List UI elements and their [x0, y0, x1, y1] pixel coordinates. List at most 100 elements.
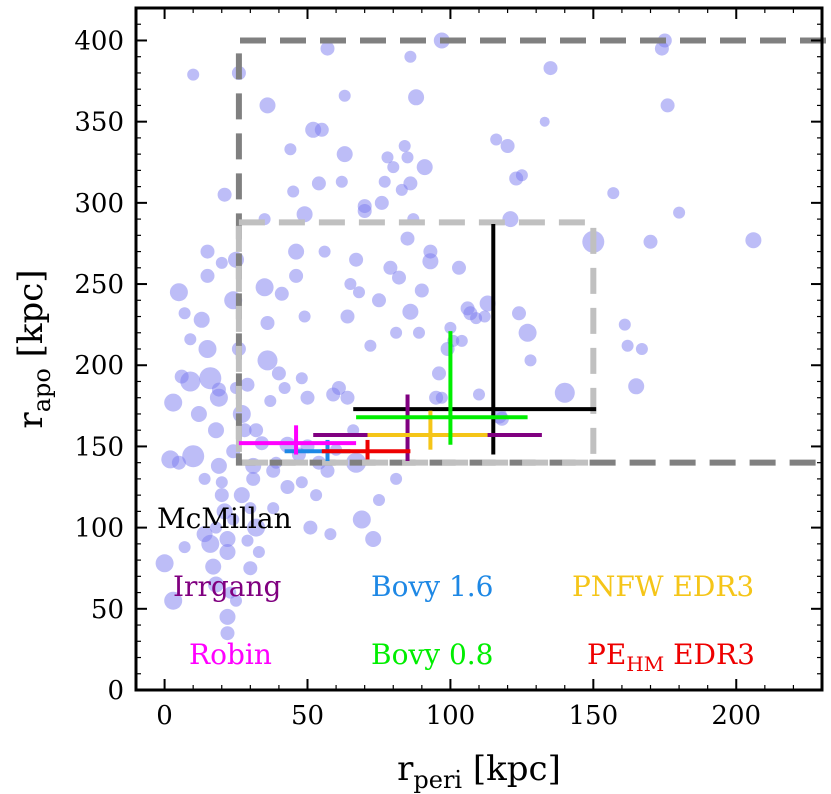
scatter-point-108 — [357, 204, 372, 218]
dashed-regions — [235, 37, 826, 466]
scatter-point-77 — [288, 243, 305, 260]
scatter-point-141 — [455, 334, 468, 347]
y-tick-label: 200 — [74, 351, 124, 381]
scatter-point-37 — [220, 626, 235, 641]
scatter-point-111 — [373, 494, 385, 506]
scatter-point-22 — [205, 558, 222, 575]
scatter-point-51 — [240, 377, 255, 392]
scatter-point-64 — [259, 97, 276, 114]
scatter-point-96 — [331, 381, 346, 395]
scatter-point-112 — [372, 293, 386, 308]
scatter-point-60 — [255, 278, 274, 297]
scatter-point-92 — [320, 463, 335, 478]
scatter-point-1 — [164, 591, 183, 610]
scatter-point-41 — [227, 513, 240, 526]
scatter-point-28 — [211, 382, 226, 397]
scatter-point-9 — [180, 371, 201, 392]
x-tick-label: 100 — [426, 701, 476, 731]
legend-label-mcmillan: McMillan — [157, 502, 292, 535]
error-bars — [238, 223, 597, 462]
scatter-point-84 — [300, 390, 315, 405]
scatter-point-157 — [524, 354, 537, 367]
scatter-point-16 — [198, 472, 211, 485]
scatter-point-151 — [500, 139, 515, 153]
scatter-point-160 — [554, 382, 575, 403]
scatter-point-32 — [216, 503, 233, 520]
scatter-point-65 — [264, 395, 277, 407]
scatter-point-10 — [184, 333, 197, 346]
scatter-point-31 — [215, 256, 228, 269]
scatter-point-75 — [287, 185, 300, 198]
scatter-point-128 — [408, 89, 425, 106]
scatter-point-106 — [352, 510, 371, 529]
scatter-point-57 — [249, 423, 264, 438]
scatter-point-170 — [745, 232, 762, 249]
scatter-point-154 — [512, 306, 526, 321]
scatter-point-164 — [621, 339, 634, 352]
scatter-point-35 — [219, 531, 236, 547]
tick-labels: 0 50 100 150 200 0 50 100 150 200 250 300 350 400 — [74, 26, 761, 731]
scatter-point-118 — [390, 472, 403, 485]
scatter-point-165 — [628, 378, 645, 395]
scatter-point-100 — [340, 390, 355, 405]
scatter-point-172 — [654, 41, 669, 56]
scatter-point-19 — [200, 244, 215, 259]
scatter-point-119 — [390, 326, 403, 339]
scatter-point-90 — [314, 122, 329, 137]
scatter-point-29 — [214, 488, 229, 503]
axis-ticks — [135, 8, 823, 691]
scatter-point-6 — [169, 283, 188, 302]
legend-label-pe-hm-edr3: PEHM EDR3 — [587, 638, 755, 676]
scatter-point-129 — [413, 326, 425, 339]
y-tick-label: 300 — [74, 189, 124, 219]
scatter-point-26 — [210, 457, 227, 474]
legend-label-pnfw-edr3: PNFW EDR3 — [572, 570, 754, 603]
x-axis-title: rperi [kpc] — [397, 749, 561, 794]
legend-label-bovy-1-6: Bovy 1.6 — [371, 570, 494, 603]
scatter-point-13 — [190, 406, 207, 422]
scatter-point-122 — [398, 140, 411, 152]
scatter-point-80 — [295, 476, 308, 489]
scatter-point-11 — [182, 445, 205, 468]
y-axis-title: rapo [kpc] — [11, 269, 56, 428]
scatter-point-24 — [210, 521, 222, 534]
scatter-point-125 — [402, 303, 419, 320]
scatter-point-169 — [673, 206, 686, 219]
scatter-point-152 — [502, 211, 519, 228]
y-tick-label: 400 — [74, 26, 124, 56]
scatter-point-81 — [298, 310, 311, 323]
scatter-point-50 — [241, 534, 254, 547]
scatter-point-131 — [416, 159, 433, 176]
scatter-point-8 — [178, 307, 191, 320]
scatter-point-99 — [340, 309, 355, 324]
scatter-point-82 — [296, 206, 313, 223]
plot-background — [136, 8, 822, 690]
scatter-point-158 — [539, 116, 550, 127]
scatter-point-120 — [392, 270, 406, 285]
scatter-point-98 — [336, 146, 353, 163]
scatter-point-30 — [215, 476, 228, 489]
scatter-point-91 — [318, 245, 331, 258]
scatter-point-79 — [295, 372, 308, 385]
scatter-point-62 — [257, 350, 278, 371]
x-tick-label: 50 — [291, 701, 324, 731]
scatter-point-21 — [201, 534, 220, 553]
x-tick-label: 0 — [156, 701, 173, 731]
scatter-point-63 — [260, 316, 275, 330]
scatter-point-33 — [217, 187, 232, 202]
scatter-point-53 — [243, 561, 258, 576]
scatter-point-123 — [400, 231, 415, 246]
scatter-point-18 — [200, 268, 215, 283]
scatter-point-58 — [252, 546, 265, 558]
scatter-point-155 — [515, 169, 528, 182]
scatter-point-159 — [543, 61, 558, 76]
x-tick-label: 150 — [569, 701, 619, 731]
scatter-point-97 — [335, 175, 348, 188]
scatter-point-69 — [271, 366, 286, 381]
scatter-point-162 — [607, 187, 620, 200]
y-tick-label: 150 — [74, 432, 124, 462]
scatter-point-36 — [219, 608, 236, 625]
scatter-point-168 — [660, 98, 675, 113]
scatter-point-73 — [280, 480, 295, 494]
